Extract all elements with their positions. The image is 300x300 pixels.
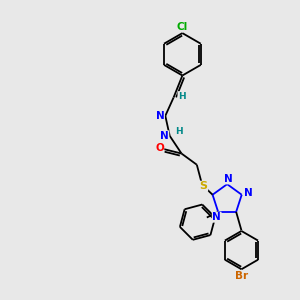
- Text: H: H: [178, 92, 186, 100]
- Text: N: N: [156, 111, 164, 121]
- Text: O: O: [155, 142, 164, 153]
- Text: S: S: [200, 181, 208, 191]
- Text: Cl: Cl: [177, 22, 188, 32]
- Text: H: H: [175, 127, 182, 136]
- Text: N: N: [244, 188, 253, 198]
- Text: N: N: [212, 212, 221, 222]
- Text: N: N: [224, 174, 233, 184]
- Text: Br: Br: [235, 271, 248, 281]
- Text: N: N: [160, 131, 169, 141]
